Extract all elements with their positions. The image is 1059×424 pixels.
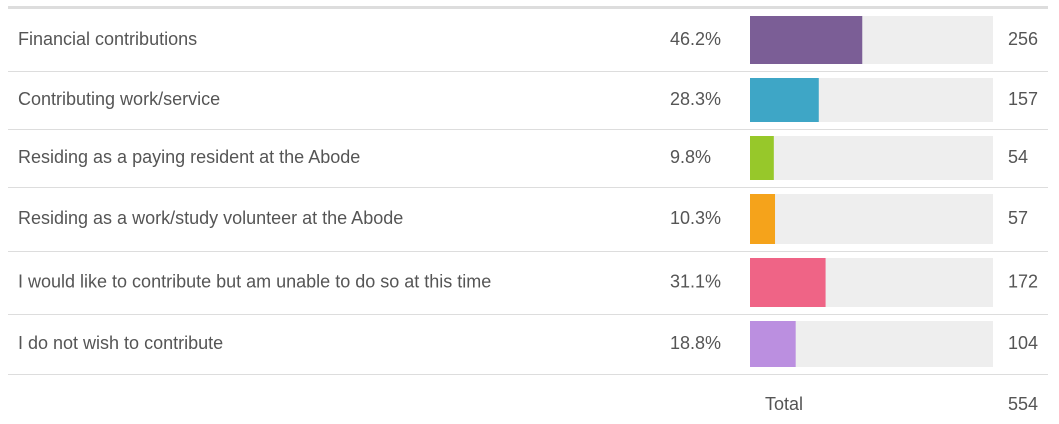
option-label: Residing as a paying resident at the Abo…: [18, 147, 360, 167]
option-label: I do not wish to contribute: [18, 333, 223, 353]
row-divider: [8, 314, 1048, 315]
bar: [750, 321, 796, 367]
total-value: 554: [1008, 394, 1038, 414]
option-label: I would like to contribute but am unable…: [18, 271, 491, 291]
percent-label: 46.2%: [670, 29, 721, 49]
row-divider: [8, 374, 1048, 375]
percent-label: 31.1%: [670, 271, 721, 291]
percent-label: 28.3%: [670, 89, 721, 109]
count-label: 157: [1008, 89, 1038, 109]
row-divider: [8, 187, 1048, 188]
count-label: 172: [1008, 271, 1038, 291]
option-label: Contributing work/service: [18, 89, 220, 109]
option-label: Residing as a work/study volunteer at th…: [18, 208, 403, 228]
percent-label: 18.8%: [670, 333, 721, 353]
option-label: Financial contributions: [18, 29, 197, 49]
count-label: 256: [1008, 29, 1038, 49]
total-label: Total: [765, 394, 803, 414]
count-label: 57: [1008, 208, 1028, 228]
count-label: 54: [1008, 147, 1028, 167]
bar: [750, 16, 863, 64]
bar: [750, 194, 776, 244]
bar: [750, 136, 774, 180]
bar: [750, 258, 826, 307]
percent-label: 9.8%: [670, 147, 711, 167]
bar: [750, 78, 819, 122]
bar-track: [750, 136, 993, 180]
row-divider: [8, 129, 1048, 130]
percent-label: 10.3%: [670, 208, 721, 228]
count-label: 104: [1008, 333, 1038, 353]
bar-track: [750, 194, 993, 244]
top-rule: [8, 6, 1048, 9]
row-divider: [8, 251, 1048, 252]
row-divider: [8, 71, 1048, 72]
